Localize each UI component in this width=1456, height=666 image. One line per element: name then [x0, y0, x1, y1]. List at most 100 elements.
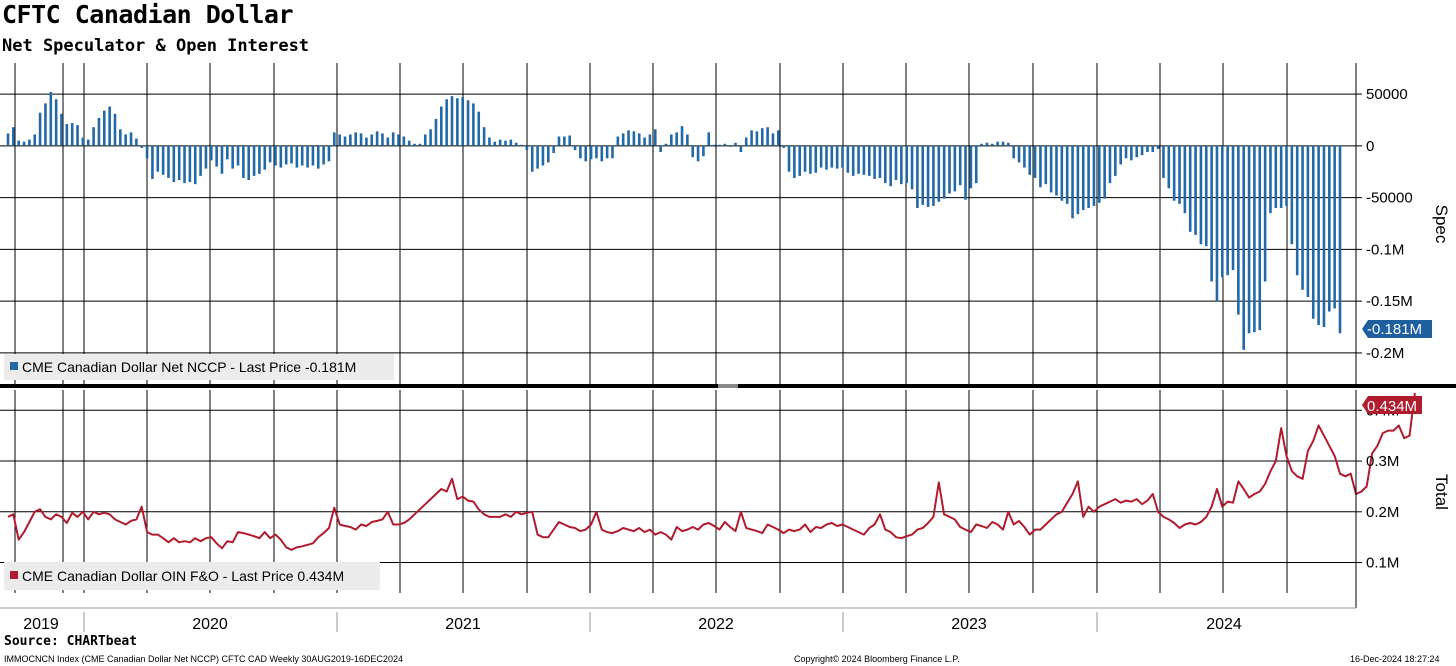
spec-bar [766, 127, 769, 146]
spec-bar [755, 131, 759, 146]
spec-bar [536, 145, 539, 169]
spec-bar [659, 145, 662, 153]
spec-bar [734, 142, 737, 146]
spec-bar [177, 145, 181, 181]
spec-bar [546, 145, 550, 163]
spec-bar [1231, 145, 1235, 271]
spec-bar [17, 140, 20, 146]
spec-bar [1065, 145, 1069, 204]
spec-bar [664, 143, 668, 146]
spec-bar [1333, 145, 1336, 309]
spec-bar [900, 145, 903, 185]
spec-bar [151, 145, 154, 179]
spec-bar [605, 145, 609, 159]
spec-bar [102, 110, 106, 146]
spec-bar [295, 145, 299, 168]
spec-bar [418, 143, 422, 146]
x-tick-label: 2019 [23, 616, 59, 633]
spec-bar [964, 145, 967, 200]
spec-bar [889, 145, 892, 187]
spec-bar [541, 145, 545, 166]
spec-bar [953, 145, 957, 192]
spec-bar [349, 134, 352, 146]
spec-bar [1322, 145, 1326, 328]
spec-bar [670, 134, 673, 146]
spec-bar [284, 145, 288, 165]
spec-bar [156, 145, 160, 172]
spec-bar [841, 145, 844, 168]
spec-bar [1263, 145, 1267, 282]
panel-resize-handle[interactable] [718, 384, 738, 388]
spec-bar [1194, 145, 1197, 235]
spec-bar [1328, 145, 1331, 312]
spec-bar [70, 123, 74, 146]
spec-bar [718, 144, 721, 146]
spec-bar [1215, 145, 1219, 302]
total-last-value-text: 0.434M [1367, 398, 1417, 415]
spec-bar [1012, 145, 1015, 159]
spec-bar [1188, 145, 1192, 232]
spec-bar [445, 99, 448, 146]
spec-y-tick-label: -0.1M [1366, 241, 1404, 258]
spec-bar [86, 139, 90, 146]
spec-bar [300, 145, 304, 166]
spec-bar [873, 145, 876, 179]
spec-bar [1103, 145, 1106, 199]
spec-bar [12, 127, 15, 146]
spec-bar [616, 136, 620, 146]
x-tick-label: 2020 [192, 616, 228, 633]
grid [0, 63, 1356, 593]
spec-bar [552, 145, 555, 154]
total-y-tick-label: 0.3M [1366, 453, 1399, 470]
spec-bar [1311, 145, 1315, 319]
spec-bar [969, 145, 973, 189]
spec-bar [525, 145, 529, 150]
spec-bar [573, 145, 577, 150]
spec-bar [1178, 145, 1181, 204]
spec-bar [1114, 145, 1117, 176]
spec-bar [1049, 145, 1053, 193]
spec-bar [242, 145, 245, 178]
spec-bar [621, 133, 625, 146]
spec-bar [921, 145, 925, 205]
spec-bar [691, 145, 695, 158]
spec-bar [798, 145, 802, 176]
spec-bar [193, 145, 197, 185]
total-last-value-callout: 0.434M [1362, 396, 1422, 415]
spec-bar [1060, 145, 1064, 201]
spec-bar [472, 103, 475, 146]
spec-bar [311, 145, 315, 166]
spec-bar [354, 132, 358, 146]
x-tick-label: 2024 [1206, 616, 1242, 633]
spec-bar [782, 145, 785, 148]
spec-bar [958, 145, 962, 186]
spec-bar [584, 145, 588, 162]
total-legend-swatch [10, 571, 18, 579]
total-legend-text: CME Canadian Dollar OIN F&O - Last Price… [22, 568, 344, 584]
spec-bar [252, 145, 256, 176]
spec-panel-bg [0, 63, 1356, 385]
spec-bar [391, 132, 395, 146]
total-axis-title: Total [1432, 474, 1451, 510]
spec-last-value-text: -0.181M [1367, 321, 1422, 338]
spec-bar [22, 141, 26, 146]
total-line [7, 392, 1416, 551]
spec-bar [343, 136, 347, 146]
spec-bar [1306, 145, 1310, 298]
spec-bar [1055, 145, 1058, 196]
spec-bar [1204, 145, 1208, 247]
spec-axis-title: Spec [1432, 205, 1451, 244]
spec-bar [702, 145, 705, 157]
spec-bar [926, 145, 930, 207]
spec-bar [183, 145, 186, 184]
spec-bar [1097, 145, 1101, 203]
spec-bar [1210, 145, 1213, 282]
spec-bar [980, 143, 983, 146]
x-tick-label: 2023 [951, 616, 987, 633]
spec-bar [1226, 145, 1229, 276]
spec-bar [579, 145, 582, 159]
spec-bar [563, 136, 566, 146]
spec-bar [1076, 145, 1080, 215]
spec-bar [54, 99, 58, 146]
spec-last-value-bg [1362, 320, 1432, 338]
